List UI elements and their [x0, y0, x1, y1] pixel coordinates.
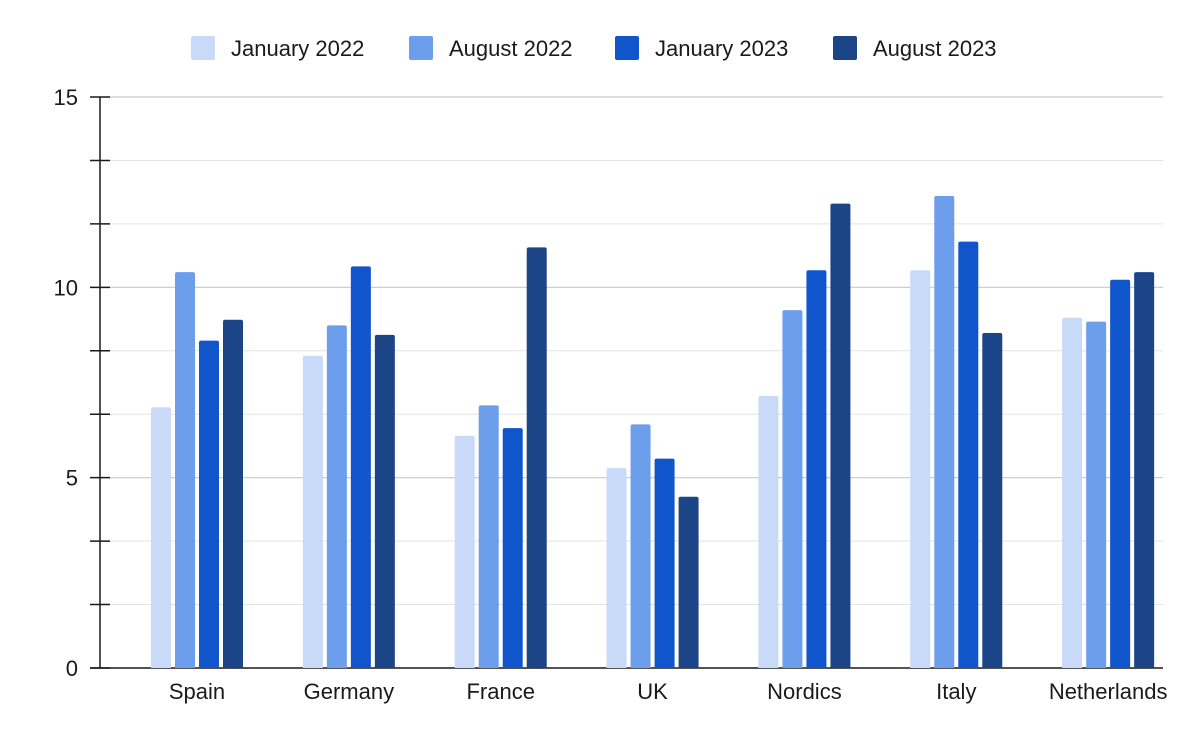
bar	[958, 241, 979, 669]
bar	[151, 407, 171, 668]
x-category-label: Italy	[936, 679, 976, 704]
axes: 0 5 10 15	[54, 85, 1163, 681]
bar	[758, 395, 779, 668]
x-category-label: Spain	[169, 679, 225, 704]
bar	[630, 424, 651, 668]
bar	[1062, 317, 1083, 668]
x-category-label: Germany	[304, 679, 394, 704]
bar	[302, 355, 323, 668]
x-category-label: France	[466, 679, 534, 704]
legend-swatch	[191, 36, 215, 60]
bar	[350, 266, 371, 668]
y-tick-label: 0	[66, 656, 78, 681]
bar	[326, 325, 347, 668]
bar	[678, 496, 699, 668]
y-tick-label: 5	[66, 466, 78, 491]
legend-label: January 2022	[231, 36, 364, 61]
legend-label: January 2023	[655, 36, 788, 61]
legend-label: August 2023	[873, 36, 997, 61]
bar	[454, 435, 475, 668]
bar	[782, 310, 803, 668]
y-tick-label: 15	[54, 85, 78, 110]
x-category-label: Netherlands	[1049, 679, 1168, 704]
gridlines	[100, 96, 1163, 606]
bar	[806, 270, 827, 668]
bar	[982, 333, 1003, 668]
category-labels: Spain Germany France UK Nordics Italy Netherla…	[169, 679, 1168, 704]
y-tick-label: 10	[54, 275, 78, 300]
legend: January 2022 August 2022 January 2023 Augus…	[191, 36, 997, 61]
bars	[151, 195, 1155, 669]
bar	[1134, 272, 1155, 668]
x-category-label: Nordics	[767, 679, 842, 704]
bar	[526, 247, 547, 668]
bar	[199, 340, 219, 668]
x-category-label: UK	[637, 679, 668, 704]
bar	[175, 272, 195, 668]
bar	[654, 458, 675, 668]
legend-swatch	[409, 36, 433, 60]
bar	[478, 405, 499, 668]
bar	[830, 203, 851, 668]
bar	[606, 468, 627, 668]
bar	[1110, 279, 1131, 668]
legend-swatch	[615, 36, 639, 60]
bar	[223, 319, 243, 668]
legend-swatch	[833, 36, 857, 60]
bar	[1086, 321, 1107, 668]
bar	[910, 270, 931, 668]
bar	[374, 334, 395, 668]
legend-label: August 2022	[449, 36, 573, 61]
bar	[502, 428, 523, 668]
bar	[934, 195, 955, 668]
